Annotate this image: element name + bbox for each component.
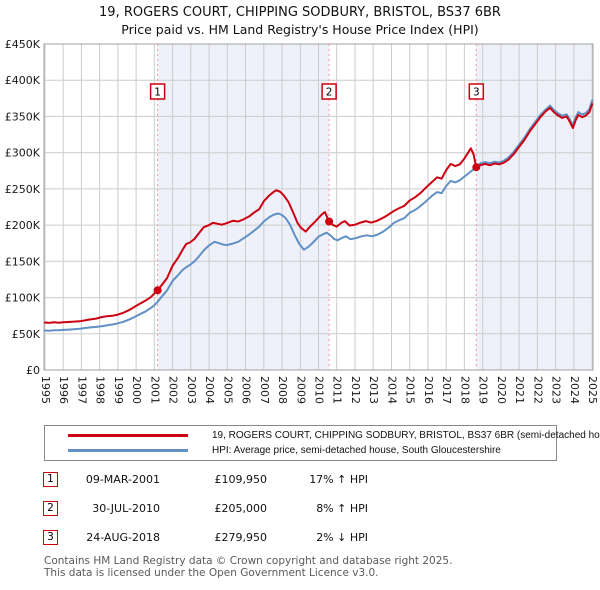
x-axis-tick-label: 1999 <box>112 376 125 404</box>
x-axis-tick-label: 2008 <box>276 376 289 404</box>
x-axis-tick-label: 2005 <box>221 376 234 404</box>
y-axis-tick-label: £300K <box>5 147 41 160</box>
sale-number-box <box>321 83 337 100</box>
sale-marker <box>472 163 481 172</box>
x-axis-tick-label: 2009 <box>294 376 307 404</box>
sale-marker <box>153 286 162 295</box>
y-axis-tick-label: £0 <box>26 364 40 377</box>
x-axis-tick-label: 2023 <box>550 376 563 404</box>
hpi-line-swatch <box>68 449 188 452</box>
x-axis-tick-label: 2022 <box>531 376 544 404</box>
x-axis-tick-label: 2001 <box>148 376 161 404</box>
hpi-line <box>43 99 594 332</box>
x-axis-tick-label: 2015 <box>404 376 417 404</box>
x-axis-tick-label: 2013 <box>367 376 380 404</box>
x-axis-tick-label: 2020 <box>495 376 508 404</box>
sale-table-row: 1 09-MAR-2001 £109,950 17% ↑ HPI <box>0 472 600 489</box>
sale-vs-hpi: 8% ↑ HPI <box>316 502 368 515</box>
shaded-band <box>476 44 593 370</box>
sale-number-badge: 3 <box>43 530 58 545</box>
sale-table-row: 2 30-JUL-2010 £205,000 8% ↑ HPI <box>0 501 600 518</box>
x-axis-tick-label: 2010 <box>313 376 326 404</box>
x-axis-tick-label: 1995 <box>39 376 52 404</box>
x-axis-tick-label: 2007 <box>258 376 271 404</box>
price-paid-legend-label: 19, ROGERS COURT, CHIPPING SODBURY, BRIS… <box>212 430 600 441</box>
x-axis-tick-label: 2011 <box>331 376 344 404</box>
plot-border <box>43 43 594 371</box>
sale-number-box <box>149 83 166 100</box>
x-axis-tick-label: 1998 <box>94 376 107 404</box>
x-axis-tick-label: 2018 <box>458 376 471 404</box>
x-axis-tick-label: 2019 <box>477 376 490 404</box>
chart-legend: 19, ROGERS COURT, CHIPPING SODBURY, BRIS… <box>44 425 600 461</box>
x-axis-tick-label: 1996 <box>57 376 70 404</box>
sale-price: £279,950 <box>214 531 268 544</box>
y-axis-tick-label: £200K <box>5 219 41 232</box>
license-footer: Contains HM Land Registry data © Crown c… <box>44 555 453 579</box>
sale-number-box-label: 3 <box>473 87 480 99</box>
sale-date: 24-AUG-2018 <box>86 531 160 544</box>
x-axis-tick-label: 2012 <box>349 376 362 404</box>
sale-price: £109,950 <box>214 473 268 486</box>
y-axis-tick-label: £450K <box>5 38 41 51</box>
y-axis-tick-label: £250K <box>5 183 41 196</box>
sale-number-box-label: 1 <box>154 87 161 99</box>
x-axis-tick-label: 1997 <box>75 376 88 404</box>
sale-number-badge: 1 <box>43 472 58 487</box>
x-axis-tick-label: 2017 <box>440 376 453 404</box>
x-axis-tick-label: 2025 <box>586 376 599 404</box>
x-axis-tick-label: 2002 <box>167 376 180 404</box>
y-axis-tick-label: £350K <box>5 110 41 123</box>
sale-number-box-label: 2 <box>326 87 333 99</box>
x-axis-tick-label: 2014 <box>386 376 399 404</box>
sale-number-badge: 2 <box>43 501 58 516</box>
sale-vs-hpi: 2% ↓ HPI <box>316 531 368 544</box>
y-axis-tick-label: £400K <box>5 74 41 87</box>
sale-table-row: 3 24-AUG-2018 £279,950 2% ↓ HPI <box>0 530 600 547</box>
sale-marker <box>325 217 334 226</box>
price-paid-line <box>43 103 594 324</box>
price-chart: 1995 1996 1997 1998 1999 2000 2001 2002 2003 2004… <box>5 38 599 404</box>
hpi-legend-label: HPI: Average price, semi-detached house,… <box>212 445 501 456</box>
x-axis-tick-label: 2000 <box>130 376 143 404</box>
y-axis-tick-label: £100K <box>5 292 41 305</box>
shaded-band <box>157 44 329 370</box>
legend-row-hpi: HPI: Average price, semi-detached house,… <box>45 443 556 458</box>
sale-vs-hpi: 17% ↑ HPI <box>309 473 368 486</box>
legend-row-price-paid: 19, ROGERS COURT, CHIPPING SODBURY, BRIS… <box>45 428 600 443</box>
page-subtitle: Price paid vs. HM Land Registry's House … <box>121 22 479 37</box>
y-axis-tick-label: £50K <box>12 328 41 341</box>
x-axis-tick-label: 2016 <box>422 376 435 404</box>
x-axis-tick-label: 2003 <box>185 376 198 404</box>
price-paid-line-swatch <box>68 434 188 437</box>
x-axis-tick-label: 2021 <box>513 376 526 404</box>
x-axis-tick-label: 2024 <box>568 376 581 404</box>
sale-date: 09-MAR-2001 <box>85 473 160 486</box>
x-axis-tick-label: 2006 <box>240 376 253 404</box>
sale-number-box <box>468 83 485 100</box>
page-title: 19, ROGERS COURT, CHIPPING SODBURY, BRIS… <box>99 5 501 20</box>
sale-price: £205,000 <box>214 502 268 515</box>
x-axis-tick-label: 2004 <box>203 376 216 404</box>
sale-date: 30-JUL-2010 <box>92 502 160 515</box>
y-axis-tick-label: £150K <box>5 255 41 268</box>
footer-line-1: Contains HM Land Registry data © Crown c… <box>44 555 453 567</box>
footer-line-2: This data is licensed under the Open Gov… <box>44 566 379 579</box>
